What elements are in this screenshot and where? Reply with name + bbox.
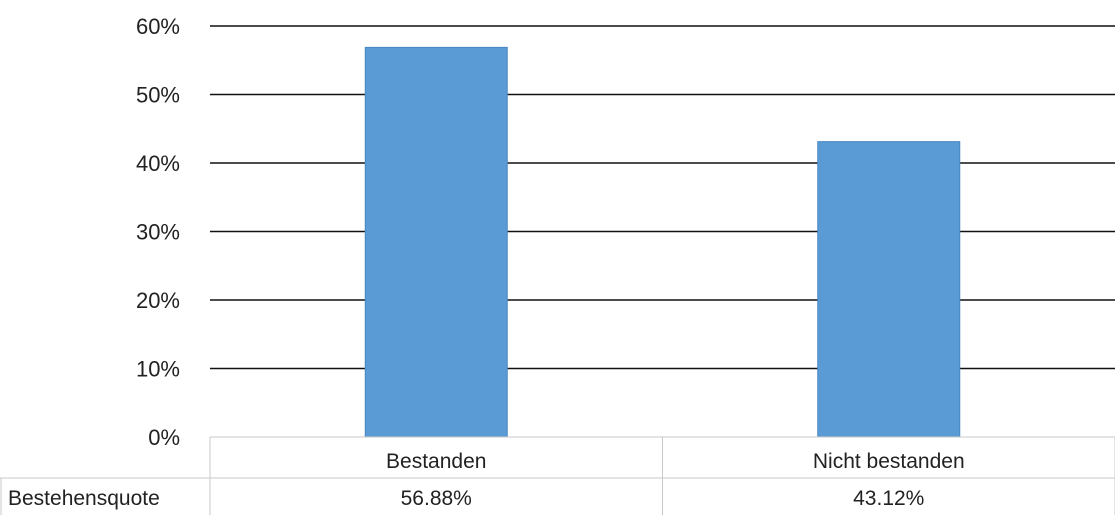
y-tick-label: 10% (136, 357, 180, 382)
y-tick-label: 0% (148, 425, 180, 450)
gridlines (210, 25, 1115, 370)
y-tick-label: 40% (136, 151, 180, 176)
data-table: Bestanden Nicht bestanden Bestehensquote 56… (0, 436, 1115, 515)
bars (364, 46, 961, 438)
data-value-label: 43.12% (853, 487, 924, 510)
series-name-label: Bestehensquote (8, 487, 160, 510)
category-label: Nicht bestanden (813, 450, 965, 473)
bar-bestanden (364, 46, 508, 438)
category-label: Bestanden (386, 450, 486, 473)
y-tick-label: 30% (136, 220, 180, 245)
bar-nicht-bestanden (817, 141, 961, 438)
y-tick-label: 60% (136, 14, 180, 39)
data-value-label: 56.88% (401, 487, 472, 510)
y-tick-label: 20% (136, 288, 180, 313)
y-axis-ticks: 0% 10% 20% 30% 40% 50% 60% (136, 14, 180, 450)
y-tick-label: 50% (136, 83, 180, 108)
